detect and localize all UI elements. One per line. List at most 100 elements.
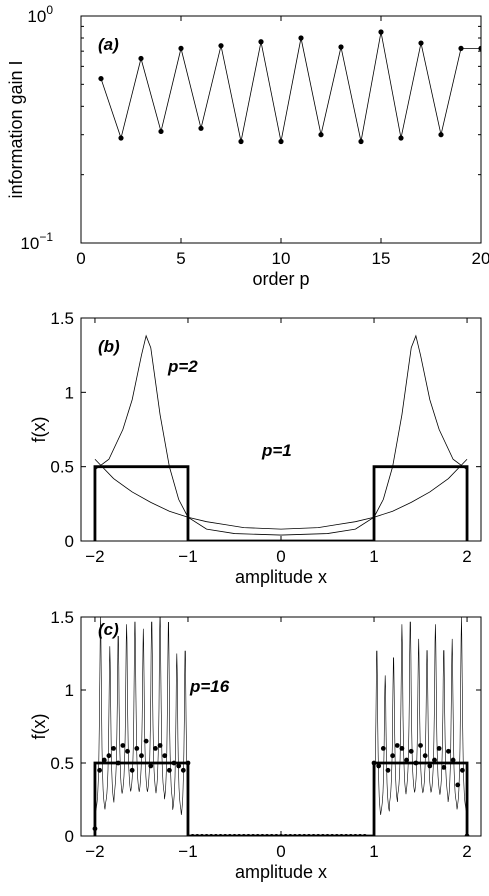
target-step [93,761,469,836]
data-point [408,748,414,754]
zero-point [251,834,256,836]
x-tick-label: 1 [369,842,378,861]
zero-point [279,834,283,836]
data-point [166,767,172,773]
target-step [93,465,469,541]
y-tick-label: 0 [65,827,74,846]
y-tick-label: 1.5 [50,608,74,627]
zero-point [209,834,214,836]
zero-point [265,834,270,836]
y-tick-label: 1.5 [50,309,74,328]
data-point [404,757,409,763]
data-point [171,760,177,766]
data-point [418,743,423,748]
data-point [441,764,447,770]
zero-point [288,834,293,836]
zero-point [316,834,321,836]
panel-tag: (c) [98,620,119,639]
x-tick-label: −1 [178,842,197,861]
y-tick-label: 0.5 [50,458,74,477]
x-tick-label: 0 [76,249,85,268]
x-tick-label: 15 [372,249,391,268]
data-point [458,45,464,51]
zero-point [255,834,260,836]
data-point [338,44,344,50]
data-point [139,753,144,759]
data-point [185,760,191,766]
data-point [176,763,182,769]
zero-point [334,834,339,836]
data-point [180,767,186,773]
data-layer [92,617,470,836]
data-point [427,763,433,769]
data-point [125,748,130,754]
series-annotation: p=16 [189,677,230,696]
y-tick-label: 0 [65,532,74,551]
data-point [378,29,384,35]
data-point [92,826,98,832]
data-point [158,128,164,135]
data-point [394,743,400,748]
data-point [385,767,391,773]
y-tick-base: 10 [20,234,39,253]
data-point [218,43,224,49]
zero-point [232,834,237,836]
y-tick-exp: 0 [46,3,53,17]
data-point [148,763,154,769]
data-layer [98,29,481,145]
zero-point [339,834,344,836]
plot-frame [80,15,482,244]
zero-point [274,834,279,836]
data-point [157,743,163,748]
y-axis-label: f(x) [29,714,49,740]
x-axis-label: order p [252,269,309,289]
data-point [278,138,284,145]
data-point [380,746,386,751]
x-axis-label: amplitude x [235,862,327,882]
data-point [198,125,204,131]
zero-point [353,834,358,836]
data-point [413,760,419,766]
x-tick-label: 0 [276,547,285,566]
y-tick-label: 100 [27,3,53,26]
data-point [111,746,116,751]
x-tick-label: 0 [276,842,285,861]
zero-point [223,834,228,836]
zero-point [269,834,274,836]
data-point [478,45,481,51]
x-tick-label: −1 [178,547,197,566]
data-point [464,833,470,836]
data-point [398,135,404,141]
data-point [101,757,107,763]
y-tick-exp: −1 [39,230,53,244]
data-point [143,738,149,744]
x-tick-label: 20 [472,249,489,268]
zero-point [204,834,209,836]
data-point [98,75,104,82]
data-point [134,746,140,751]
panel-tag: (b) [98,337,120,356]
zero-point [306,834,311,836]
zero-point [348,834,353,836]
data-point [371,760,377,766]
zero-point [199,834,204,836]
zero-point [325,834,330,836]
y-tick-label: 1 [65,383,74,402]
zero-point [241,834,246,836]
zero-point [320,834,325,836]
data-point [162,753,168,759]
data-layer [93,334,469,541]
data-point [438,132,444,138]
zero-point [311,834,316,836]
y-tick-base: 10 [27,7,46,26]
x-tick-label: 5 [176,249,185,268]
x-tick-label: 2 [462,842,471,861]
y-tick-label: 10−1 [20,230,53,253]
y-axis-label: f(x) [29,417,49,443]
zero-point [302,834,307,836]
zero-point [358,834,363,836]
zero-point [344,834,349,836]
panel-tag: (a) [98,35,119,54]
